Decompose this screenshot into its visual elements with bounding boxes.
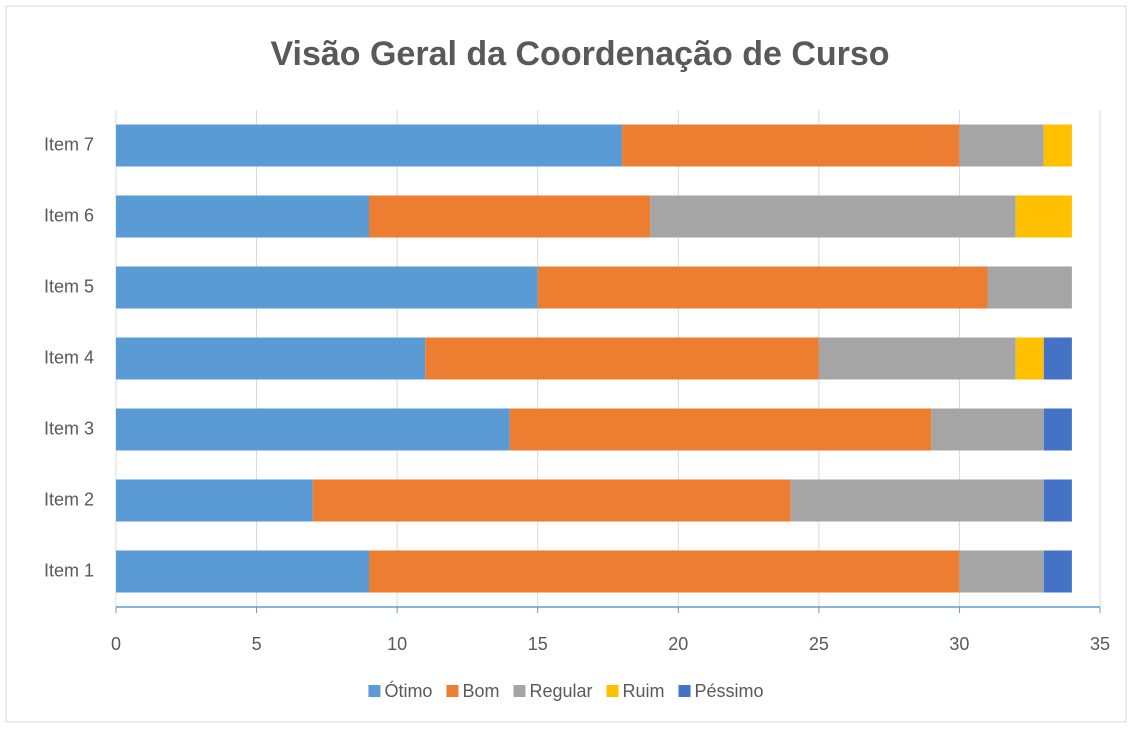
bar-segment [1043, 479, 1072, 522]
bar-segment [1043, 550, 1072, 593]
legend-label: Regular [529, 681, 592, 701]
x-tick-label: 35 [1090, 634, 1110, 654]
y-tick-label: Item 6 [44, 205, 94, 225]
bar-segment [818, 337, 1016, 380]
x-tick-label: 30 [949, 634, 969, 654]
bar-segment [116, 479, 313, 522]
bar-segment [425, 337, 819, 380]
bar-segment [116, 408, 510, 451]
bar-segment [1043, 124, 1072, 167]
bar-segment [790, 479, 1044, 522]
bar-segment [537, 266, 988, 309]
chart-title: Visão Geral da Coordenação de Curso [270, 35, 889, 73]
x-tick-label: 20 [668, 634, 688, 654]
y-tick-label: Item 4 [44, 347, 94, 367]
y-tick-label: Item 1 [44, 560, 94, 580]
bar-segment [959, 550, 1044, 593]
bar-segment [116, 195, 370, 238]
x-tick-label: 15 [528, 634, 548, 654]
legend-label: Bom [462, 681, 499, 701]
bar-segment [312, 479, 791, 522]
bar-segment [959, 124, 1044, 167]
bar-segment [369, 550, 960, 593]
legend-swatch [446, 685, 459, 697]
bar-segment [622, 124, 960, 167]
bar-segment [116, 337, 426, 380]
legend-label: Péssimo [695, 681, 764, 701]
bar-segment [1043, 408, 1072, 451]
y-tick-label: Item 7 [44, 134, 94, 154]
bar-segment [987, 266, 1072, 309]
bar-segment [1043, 337, 1072, 380]
bar-segment [509, 408, 932, 451]
bar-segment [931, 408, 1044, 451]
legend-swatch [368, 685, 381, 697]
x-tick-label: 0 [111, 634, 121, 654]
bar-segment [116, 266, 538, 309]
bar-segment [1015, 195, 1072, 238]
bar-segment [1015, 337, 1044, 380]
legend-swatch [606, 685, 619, 697]
legend-swatch [678, 685, 691, 697]
y-tick-label: Item 2 [44, 489, 94, 509]
x-tick-label: 5 [252, 634, 262, 654]
y-tick-label: Item 3 [44, 418, 94, 438]
y-tick-label: Item 5 [44, 276, 94, 296]
x-tick-label: 25 [809, 634, 829, 654]
legend-label: Ruim [623, 681, 665, 701]
bar-segment [116, 124, 623, 167]
legend-swatch [513, 685, 526, 697]
legend-label: Ótimo [384, 680, 432, 701]
bar-segment [369, 195, 651, 238]
x-tick-label: 10 [387, 634, 407, 654]
bar-segment [116, 550, 370, 593]
bar-segment [650, 195, 1016, 238]
